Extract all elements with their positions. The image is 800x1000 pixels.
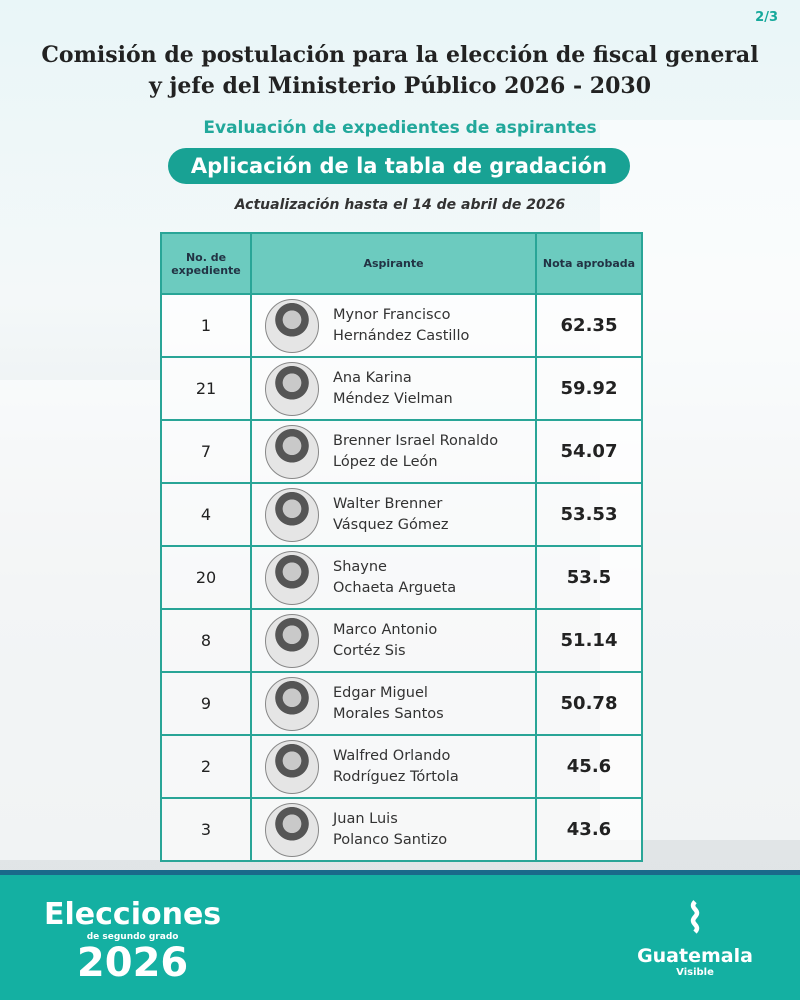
nota-value: 62.35 (535, 293, 643, 358)
elecciones-logo: Elecciones de segundo grado 2026 (44, 897, 222, 986)
aspirante-name: Brenner Israel Ronaldo López de León (333, 431, 498, 473)
name-line-2: Hernández Castillo (333, 327, 470, 344)
page-title: Comisión de postulación para la elección… (0, 40, 800, 102)
name-line-2: Morales Santos (333, 705, 444, 722)
table-row: 21 Ana Karina Méndez Vielman 59.92 (160, 356, 643, 421)
name-line-2: Méndez Vielman (333, 390, 453, 407)
brand-sub: Visible (676, 967, 714, 978)
name-line-1: Walter Brenner (333, 495, 443, 512)
name-line-1: Edgar Miguel (333, 684, 428, 701)
table-row: 7 Brenner Israel Ronaldo López de León 54… (160, 419, 643, 484)
table-row: 2 Walfred Orlando Rodríguez Tórtola 45.6 (160, 734, 643, 799)
aspirante-cell: Walfred Orlando Rodríguez Tórtola (250, 734, 537, 799)
logo-elecciones: Elecciones (44, 897, 222, 932)
nota-value: 59.92 (535, 356, 643, 421)
section-pill: Aplicación de la tabla de gradación (168, 148, 630, 184)
avatar (265, 739, 319, 794)
aspirante-name: Mynor Francisco Hernández Castillo (333, 305, 469, 347)
subtitle: Evaluación de expedientes de aspirantes (203, 118, 597, 138)
aspirante-name: Walter Brenner Vásquez Gómez (333, 494, 449, 536)
nota-value: 50.78 (535, 671, 643, 736)
name-line-2: Vásquez Gómez (333, 516, 449, 533)
background-building (0, 380, 160, 860)
header-no: No. de expediente (160, 232, 252, 295)
aspirante-cell: Brenner Israel Ronaldo López de León (250, 419, 537, 484)
name-line-2: Rodríguez Tórtola (333, 768, 459, 785)
expediente-number: 7 (160, 419, 252, 484)
avatar (265, 298, 319, 353)
results-table: No. de expediente Aspirante Nota aprobad… (160, 232, 643, 862)
nota-value: 51.14 (535, 608, 643, 673)
aspirante-cell: Mynor Francisco Hernández Castillo (250, 293, 537, 358)
expediente-number: 4 (160, 482, 252, 547)
name-line-1: Juan Luis (333, 810, 398, 827)
name-line-2: López de León (333, 453, 438, 470)
footer: Elecciones de segundo grado 2026 ⌇ Guate… (0, 870, 800, 1000)
title-line-1: Comisión de postulación para la elección… (41, 42, 759, 68)
aspirante-cell: Marco Antonio Cortéz Sis (250, 608, 537, 673)
aspirante-cell: Edgar Miguel Morales Santos (250, 671, 537, 736)
avatar (265, 613, 319, 668)
name-line-1: Mynor Francisco (333, 306, 451, 323)
table-row: 4 Walter Brenner Vásquez Gómez 53.53 (160, 482, 643, 547)
nota-value: 45.6 (535, 734, 643, 799)
name-line-1: Marco Antonio (333, 621, 438, 638)
header-aspirante: Aspirante (250, 232, 537, 295)
name-line-1: Ana Karina (333, 369, 412, 386)
expediente-number: 20 (160, 545, 252, 610)
name-line-2: Cortéz Sis (333, 642, 406, 659)
nota-value: 53.53 (535, 482, 643, 547)
table-row: 9 Edgar Miguel Morales Santos 50.78 (160, 671, 643, 736)
expediente-number: 3 (160, 797, 252, 862)
aspirante-name: Edgar Miguel Morales Santos (333, 683, 444, 725)
nota-value: 53.5 (535, 545, 643, 610)
expediente-number: 9 (160, 671, 252, 736)
avatar (265, 361, 319, 416)
name-line-1: Brenner Israel Ronaldo (333, 432, 499, 449)
nota-value: 43.6 (535, 797, 643, 862)
name-line-2: Ochaeta Argueta (333, 579, 457, 596)
page-indicator: 2/3 (755, 10, 778, 25)
avatar (265, 487, 319, 542)
table-row: 1 Mynor Francisco Hernández Castillo 62.3… (160, 293, 643, 358)
name-line-1: Walfred Orlando (333, 747, 451, 764)
aspirante-name: Shayne Ochaeta Argueta (333, 557, 456, 599)
aspirante-name: Marco Antonio Cortéz Sis (333, 620, 437, 662)
avatar (265, 424, 319, 479)
aspirante-cell: Walter Brenner Vásquez Gómez (250, 482, 537, 547)
avatar (265, 550, 319, 605)
logo-year: 2026 (76, 940, 189, 986)
aspirante-cell: Ana Karina Méndez Vielman (250, 356, 537, 421)
brand-name: Guatemala (637, 945, 753, 967)
aspirante-name: Walfred Orlando Rodríguez Tórtola (333, 746, 459, 788)
expediente-number: 1 (160, 293, 252, 358)
header-nota: Nota aprobada (535, 232, 643, 295)
aspirante-cell: Shayne Ochaeta Argueta (250, 545, 537, 610)
expediente-number: 8 (160, 608, 252, 673)
update-note: Actualización hasta el 14 de abril de 20… (234, 197, 566, 213)
guatemala-visible-logo: ⌇ Guatemala Visible (630, 893, 760, 978)
title-line-2: y jefe del Ministerio Público 2026 - 203… (148, 73, 652, 99)
avatar (265, 802, 319, 857)
aspirante-name: Juan Luis Polanco Santizo (333, 809, 447, 851)
name-line-2: Polanco Santizo (333, 831, 448, 848)
table-row: 3 Juan Luis Polanco Santizo 43.6 (160, 797, 643, 862)
avatar (265, 676, 319, 731)
logo-segundo-grado: de segundo grado (86, 932, 179, 942)
expediente-number: 2 (160, 734, 252, 799)
aspirante-cell: Juan Luis Polanco Santizo (250, 797, 537, 862)
guatemala-map-icon: ⌇ (685, 896, 705, 942)
nota-value: 54.07 (535, 419, 643, 484)
table-row: 8 Marco Antonio Cortéz Sis 51.14 (160, 608, 643, 673)
expediente-number: 21 (160, 356, 252, 421)
table-row: 20 Shayne Ochaeta Argueta 53.5 (160, 545, 643, 610)
aspirante-name: Ana Karina Méndez Vielman (333, 368, 453, 410)
name-line-1: Shayne (333, 558, 387, 575)
